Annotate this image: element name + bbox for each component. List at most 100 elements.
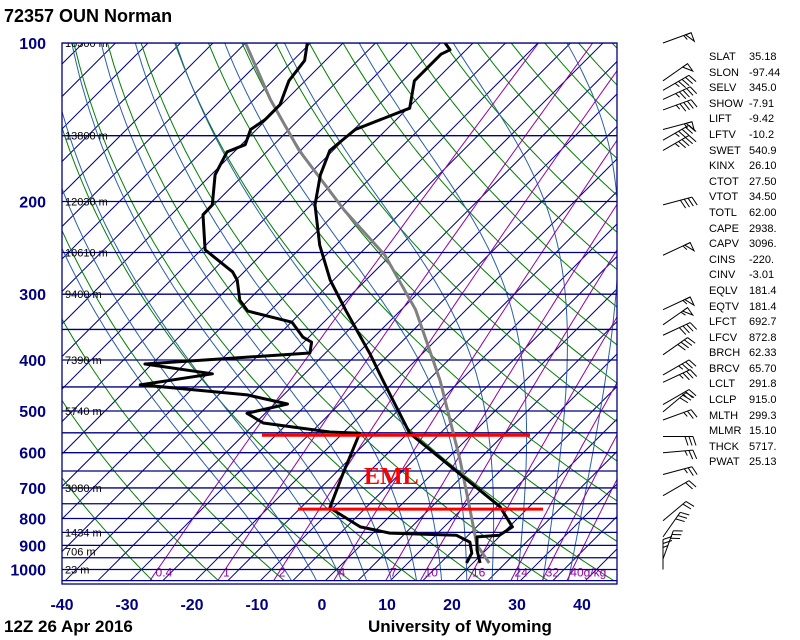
pressure-tick-label: 600: [19, 446, 46, 463]
moist-adiabat-line: [358, 43, 528, 581]
wind-barb: [662, 135, 697, 151]
index-row: SHOW -7.91: [709, 97, 780, 113]
wind-barb-staff: [662, 409, 692, 421]
wind-barb-full: [684, 339, 693, 346]
isotherm-line: [357, 320, 617, 582]
isotherm-line: [64, 43, 604, 582]
isotherm-line: [62, 43, 539, 520]
index-row: LCLT 291.8: [709, 377, 780, 393]
index-row: SLON -97.44: [709, 66, 780, 82]
index-name: THCK: [709, 440, 739, 453]
wind-barb: [662, 322, 698, 336]
temperature-tick-label: 30: [508, 597, 526, 614]
wind-barb-half: [683, 35, 688, 40]
index-row: LFCV 872.8: [709, 331, 780, 347]
index-value: 345.0: [749, 82, 777, 95]
index-value: 27.50: [749, 175, 777, 188]
moist-adiabat-line: [134, 43, 418, 581]
dry-adiabat-line: [73, 43, 483, 582]
index-name: LCLP: [709, 394, 737, 407]
index-value: 62.00: [749, 206, 777, 219]
wind-barb-staff: [662, 392, 687, 413]
index-value: 291.8: [749, 378, 777, 391]
wind-barb: [662, 369, 698, 383]
pressure-tick-label: 100: [19, 36, 46, 53]
index-row: LCLP 915.0: [709, 393, 780, 409]
index-name: EQTV: [709, 300, 739, 313]
index-row: CTOT 27.50: [709, 175, 780, 191]
height-label: 1434 m: [65, 527, 102, 539]
index-row: CINV -3.01: [709, 268, 780, 284]
temperature-tick-label: -30: [115, 597, 138, 614]
index-name: LFTV: [709, 128, 736, 141]
temperature-tick-label: 20: [443, 597, 461, 614]
moist-adiabat-line: [224, 43, 468, 581]
wind-barb-full: [688, 124, 697, 132]
index-name: TOTL: [709, 206, 737, 219]
pressure-tick-label: 1000: [10, 563, 46, 580]
isotherm-line: [62, 43, 344, 325]
wind-barb-full: [682, 372, 690, 381]
index-row: SLAT 35.18: [709, 50, 780, 66]
wind-barb: [662, 536, 673, 570]
index-value: 299.3: [749, 409, 777, 422]
wind-barb-full: [681, 139, 690, 147]
wind-barb-full: [688, 135, 697, 143]
mixing-ratio-label: 16: [472, 566, 486, 580]
wind-barb: [662, 466, 698, 476]
index-name: PWAT: [709, 456, 740, 469]
wind-barb-full: [682, 394, 692, 401]
isotherm-line: [194, 158, 617, 582]
wind-barb: [662, 409, 698, 421]
wind-barb-full: [677, 515, 688, 519]
isotherm-line: [62, 43, 571, 553]
wind-barb-staff: [662, 359, 690, 376]
isotherm-line: [62, 43, 409, 390]
height-label: 5740 m: [65, 406, 102, 418]
isotherm-line: [62, 43, 214, 195]
wind-barb-full: [682, 325, 690, 334]
mixing-ratio-label: 24: [515, 566, 529, 580]
wind-barb-full: [685, 482, 693, 490]
dry-adiabat-line: [62, 399, 219, 582]
mixing-ratio-label: 32: [546, 566, 560, 580]
wind-barb-flag: [683, 296, 696, 307]
wind-barb-full: [682, 89, 690, 98]
wind-barb: [662, 99, 698, 112]
index-row: SWET 540.9: [709, 144, 780, 160]
wind-barb-half: [674, 82, 680, 88]
index-value: -97.44: [749, 66, 781, 79]
index-value: 872.8: [749, 331, 777, 344]
wind-barb-full: [690, 409, 698, 418]
eml-label: EML: [364, 464, 419, 490]
wind-barb-flag: [683, 241, 696, 253]
station-title: 72357 OUN Norman: [4, 6, 173, 26]
mixing-ratio-line: [385, 203, 617, 581]
moist-adiabat-line: [62, 187, 318, 581]
mixing-ratio-line: [217, 43, 594, 581]
mixing-ratio-line: [467, 316, 617, 581]
index-name: BRCV: [709, 362, 740, 375]
dry-adiabat-line: [174, 43, 617, 543]
index-row: LFTV -10.2: [709, 128, 780, 144]
isotherm-line: [0, 43, 51, 581]
wind-barb-full: [685, 76, 693, 85]
mixing-ratio-label: 40g/kg: [570, 566, 606, 580]
wind-barb-staff: [662, 501, 687, 522]
wind-barbs: [662, 32, 698, 570]
index-name: KINX: [709, 160, 735, 173]
index-name: CINS: [709, 253, 736, 266]
dry-adiabat-line: [62, 318, 285, 582]
wind-barb-staff: [662, 135, 690, 151]
wind-barb: [662, 86, 698, 100]
wind-barb-full: [686, 88, 694, 96]
wind-barb-staff: [662, 322, 691, 336]
height-label: 706 m: [65, 547, 96, 559]
height-label: 3080 m: [65, 483, 102, 495]
wind-barb: [662, 306, 695, 326]
temperature-tick-label: -20: [180, 597, 203, 614]
mixing-ratio-label: 0.4: [156, 566, 173, 580]
index-row: EQLV 181.4: [709, 284, 780, 300]
wind-barb-full: [688, 389, 697, 397]
moist-adiabat-line: [452, 43, 568, 581]
